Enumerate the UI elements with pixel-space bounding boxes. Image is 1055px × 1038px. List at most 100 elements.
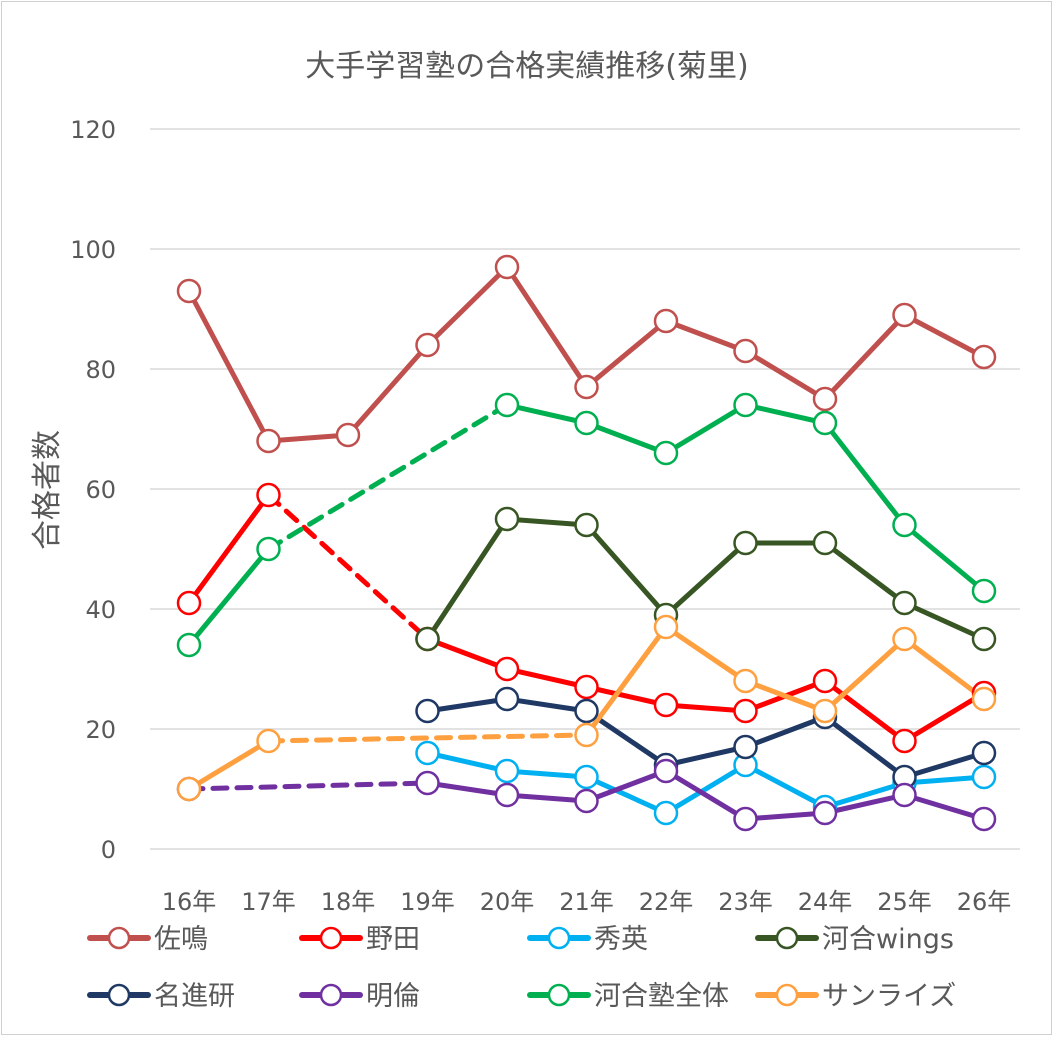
data-point-marker <box>812 800 838 826</box>
series-line-segment <box>425 516 510 642</box>
series-line-segment <box>902 600 987 642</box>
series-line-segment <box>584 624 669 738</box>
series-line-segment <box>425 636 510 672</box>
legend-label: 明倫 <box>366 981 420 1012</box>
series-line-segment <box>584 768 669 804</box>
x-tick-label: 25年 <box>877 888 932 916</box>
series-line-segment <box>822 678 907 744</box>
series-gap-dashed-segment <box>266 492 430 642</box>
series-line-segment <box>186 288 271 444</box>
series-line-segment <box>504 264 589 390</box>
data-point-marker <box>812 530 838 556</box>
y-tick-label: 0 <box>101 836 116 864</box>
data-point-marker <box>494 782 520 808</box>
data-point-marker <box>653 614 679 640</box>
series-line-segment <box>663 702 748 714</box>
data-point-marker <box>653 800 679 826</box>
data-point-marker <box>653 308 679 334</box>
x-tick-label: 18年 <box>321 888 376 916</box>
series-line-segment <box>584 318 669 390</box>
series-line-segment <box>186 492 271 606</box>
series-gap-dashed-segment <box>266 732 589 744</box>
data-point-marker <box>653 758 679 784</box>
data-point-marker <box>494 686 520 712</box>
series-line-segment <box>822 312 907 402</box>
y-tick-label: 60 <box>85 476 116 504</box>
series-line-segment <box>902 690 987 744</box>
data-point-marker <box>574 698 599 724</box>
x-tick-label: 26年 <box>957 888 1012 916</box>
series-line-segment <box>663 540 748 618</box>
data-point-marker <box>812 386 838 412</box>
data-point-marker <box>574 788 599 814</box>
data-point-marker <box>574 722 599 748</box>
series-line-segment <box>822 540 907 606</box>
series-line-segment <box>902 636 987 702</box>
series-line-segment <box>186 738 271 792</box>
data-point-marker <box>494 392 520 418</box>
data-point-marker <box>176 590 202 616</box>
legend-label: 佐鳴 <box>154 924 208 955</box>
series-line-segment <box>663 624 748 684</box>
series-line-segment <box>663 744 748 768</box>
legend-label: 名進研 <box>154 981 235 1012</box>
data-point-marker <box>494 254 520 280</box>
series-line-segment <box>902 750 987 780</box>
x-tick-label: 16年 <box>162 888 217 916</box>
legend-marker-icon <box>547 983 571 1007</box>
x-tick-label: 21年 <box>559 888 614 916</box>
data-point-marker <box>971 806 997 832</box>
series-line-segment <box>186 546 271 648</box>
legend-marker-icon <box>107 983 131 1007</box>
data-point-marker <box>574 410 599 436</box>
legend-label: 河合塾全体 <box>594 981 729 1012</box>
series-line-segment <box>504 696 589 714</box>
data-point-marker <box>892 512 917 538</box>
data-point-marker <box>733 338 758 364</box>
y-tick-label: 100 <box>70 236 116 264</box>
data-point-marker <box>176 776 202 802</box>
series-line-segment <box>663 402 748 456</box>
legend-marker-icon <box>775 926 799 950</box>
legend-marker-icon <box>547 926 571 950</box>
series-line-segment <box>822 420 907 528</box>
legend-label: サンライズ <box>822 981 956 1012</box>
data-point-marker <box>892 626 917 652</box>
data-point-marker <box>892 302 917 328</box>
data-point-marker <box>176 278 202 304</box>
data-point-marker <box>971 626 997 652</box>
data-point-marker <box>971 344 997 370</box>
x-tick-label: 23年 <box>718 888 773 916</box>
legend-label: 河合wings <box>822 924 954 955</box>
series-line-segment <box>504 516 589 528</box>
series-line-segment <box>663 762 748 816</box>
data-point-marker <box>256 482 281 508</box>
y-tick-label: 20 <box>85 716 116 744</box>
data-point-marker <box>733 806 758 832</box>
series-line-segment <box>425 750 510 774</box>
data-point-marker <box>494 656 520 682</box>
data-point-marker <box>653 440 679 466</box>
x-tick-label: 19年 <box>400 888 455 916</box>
data-point-marker <box>733 392 758 418</box>
series-line-segment <box>822 792 907 816</box>
data-point-marker <box>971 686 997 712</box>
data-point-marker <box>574 512 599 538</box>
series-line-segment <box>663 318 748 354</box>
data-point-marker <box>256 536 281 562</box>
x-tick-label: 24年 <box>798 888 853 916</box>
legend-marker-icon <box>319 983 343 1007</box>
series-line-segment <box>345 342 430 438</box>
legend-marker-icon <box>775 983 799 1007</box>
series-line-segment <box>425 780 510 798</box>
data-point-marker <box>494 506 520 532</box>
series-line-segment <box>425 264 510 348</box>
data-point-marker <box>335 422 361 448</box>
series-line-segment <box>743 678 828 714</box>
legend-marker-icon <box>319 926 343 950</box>
series-line-segment <box>504 402 589 426</box>
data-point-marker <box>892 782 917 808</box>
data-point-marker <box>812 410 838 436</box>
series-line-segment <box>902 312 987 360</box>
